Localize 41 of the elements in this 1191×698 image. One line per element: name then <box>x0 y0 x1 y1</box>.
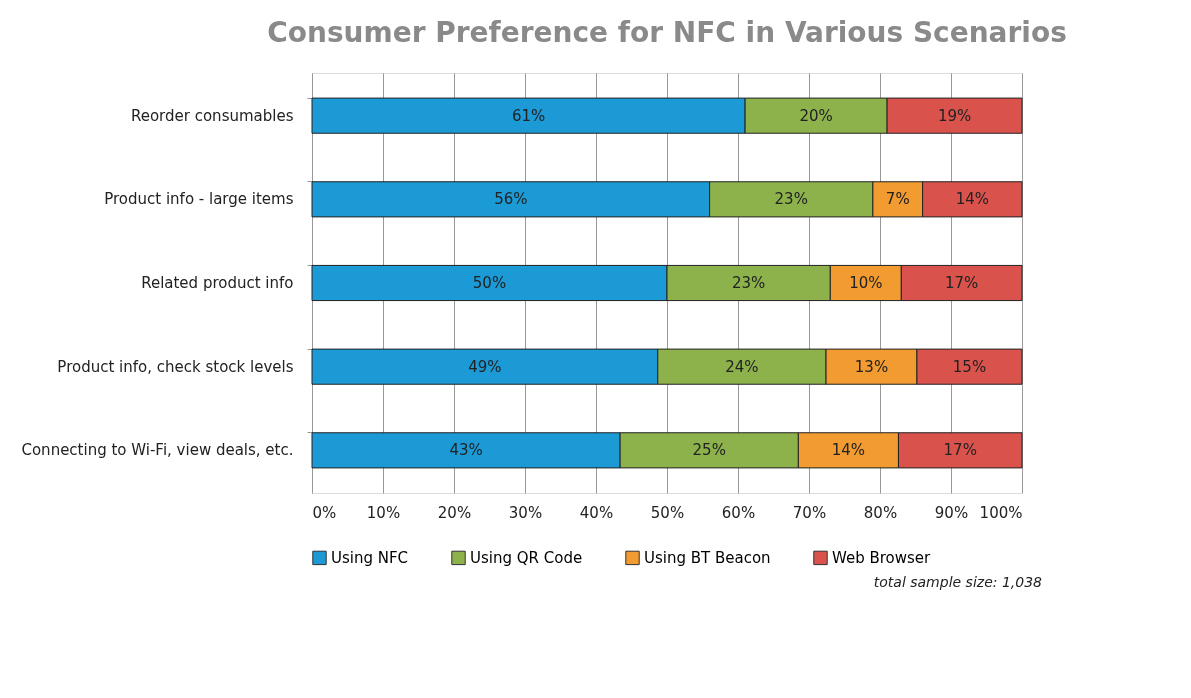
data-label: 17% <box>944 274 979 292</box>
data-label: 23% <box>731 274 766 292</box>
data-label: 24% <box>725 357 759 376</box>
data-label: 19% <box>937 106 972 125</box>
x-tick-label: 80% <box>863 503 898 522</box>
data-label: 7% <box>885 190 910 209</box>
legend-label: Using QR Code <box>470 548 583 567</box>
data-label: 23% <box>774 190 808 209</box>
x-tick-label: 90% <box>934 503 969 522</box>
x-tick-label: 0% <box>312 503 337 522</box>
chart-title: Consumer Preference for NFC in Various Scenarios <box>267 16 1067 49</box>
data-label: 20% <box>799 106 833 125</box>
data-label: 49% <box>468 357 502 376</box>
x-tick-label: 10% <box>366 503 401 522</box>
data-label: 14% <box>955 190 989 209</box>
data-label: 13% <box>854 357 889 376</box>
y-tick-label: Reorder consumables <box>130 106 294 125</box>
y-tick-label: Product info, check stock levels <box>57 357 294 376</box>
data-label: 14% <box>831 441 866 460</box>
data-label: 15% <box>952 357 987 376</box>
legend-label: Web Browser <box>832 548 932 567</box>
x-tick-label: 60% <box>721 503 756 522</box>
data-label: 25% <box>692 441 726 460</box>
x-tick-label: 20% <box>437 503 472 522</box>
data-label: 10% <box>849 274 883 292</box>
legend-label: Using BT Beacon <box>644 548 771 567</box>
data-label: 43% <box>449 441 483 460</box>
data-label: 61% <box>511 106 546 125</box>
x-tick-label: 40% <box>579 503 614 522</box>
data-label: 56% <box>494 190 528 209</box>
y-tick-label: Connecting to Wi-Fi, view deals, etc. <box>21 441 294 460</box>
text: total sample size: 1,038 <box>873 574 1043 590</box>
x-tick-label: 50% <box>650 503 685 522</box>
data-label: 17% <box>943 441 977 460</box>
x-tick-label: 100% <box>979 503 1023 522</box>
legend-label: Using NFC <box>331 548 409 567</box>
y-tick-label: Product info - large items <box>104 190 294 209</box>
y-tick-label: Related product info <box>141 274 294 292</box>
x-tick-label: 30% <box>508 503 543 522</box>
x-tick-label: 70% <box>792 503 827 522</box>
data-label: 50% <box>472 274 507 292</box>
